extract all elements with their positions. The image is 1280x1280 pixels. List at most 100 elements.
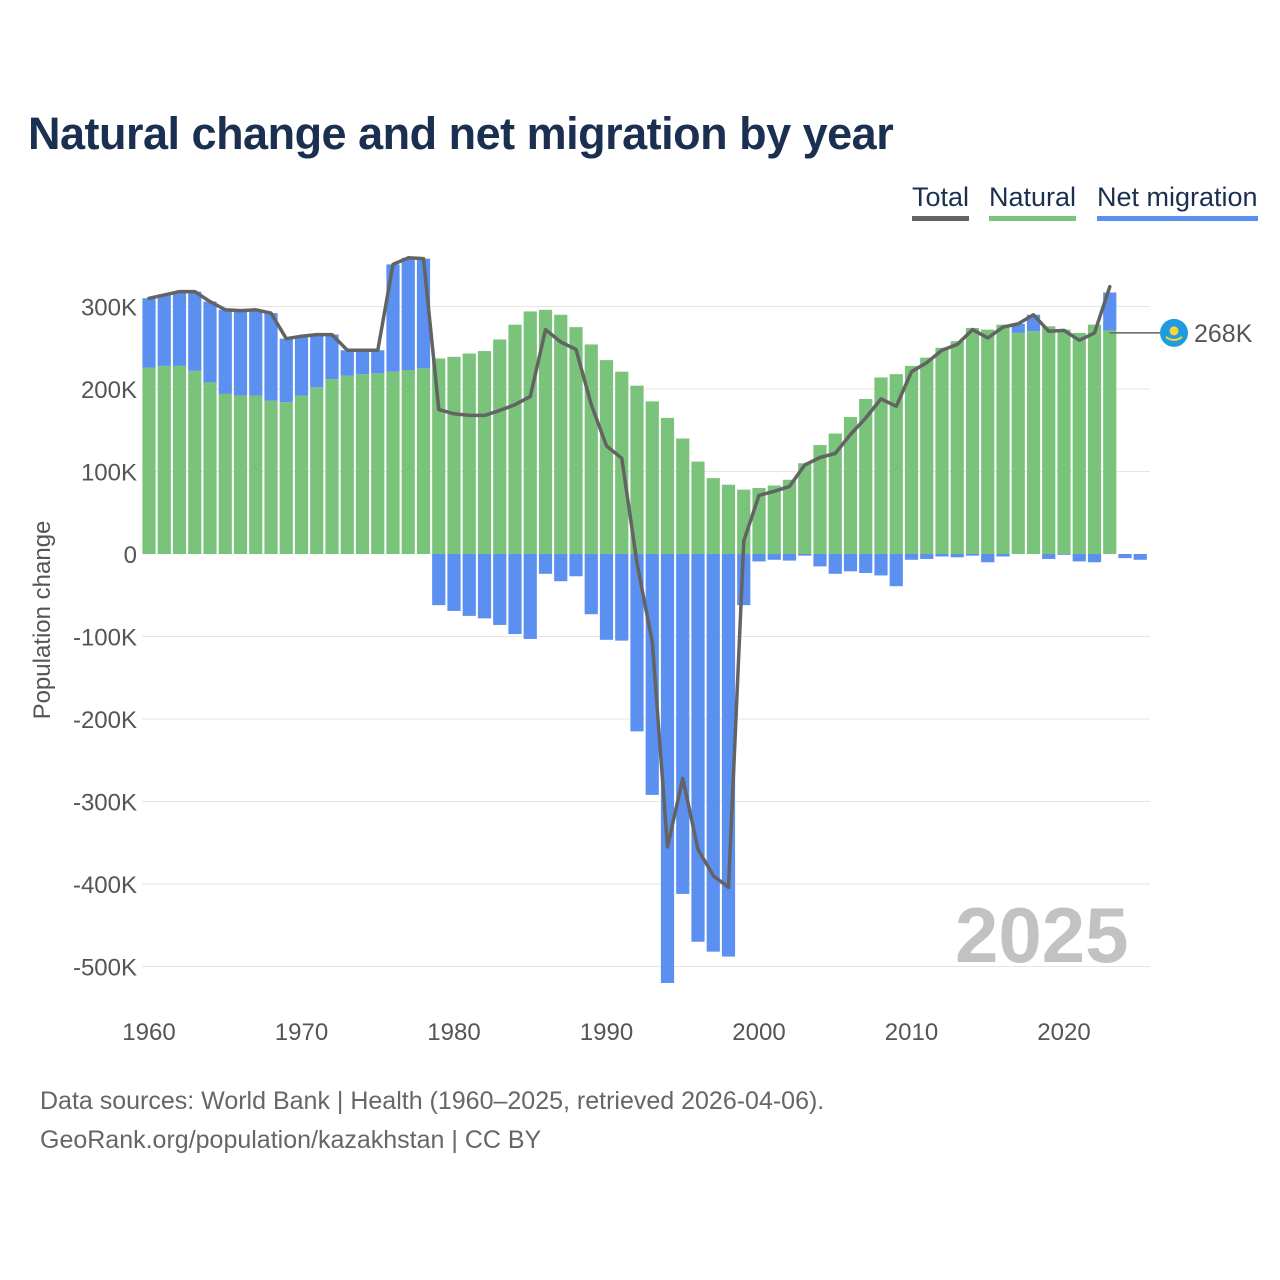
migration-bar [1118, 554, 1132, 559]
migration-bar [828, 554, 842, 574]
natural-bar [920, 357, 934, 554]
natural-bar [996, 324, 1010, 554]
migration-bar [935, 554, 949, 557]
natural-bar [676, 438, 690, 554]
natural-bar [950, 341, 964, 554]
natural-bar [1026, 331, 1041, 554]
y-tick-label: 100K [81, 460, 137, 487]
footer-sources: Data sources: World Bank | Health (1960–… [40, 1087, 825, 1115]
natural-bar [188, 370, 202, 554]
migration-bar [294, 336, 309, 396]
migration-bar [462, 554, 476, 616]
y-tick-label: -500K [73, 955, 137, 982]
x-tick-label: 2000 [732, 1019, 785, 1046]
natural-bar [401, 370, 415, 554]
migration-bar [493, 554, 507, 625]
migration-bar [981, 554, 995, 563]
natural-bar [737, 489, 751, 554]
axes: 300K 200K 100K 0 -100K -200K -300K -400K -500K 19… [29, 295, 1091, 1047]
migration-bar [874, 554, 888, 576]
natural-bar [569, 327, 583, 554]
migration-bar [157, 294, 171, 366]
migration-bar [523, 554, 537, 639]
migration-bar [447, 554, 461, 611]
migration-bar [996, 554, 1010, 557]
migration-bar [554, 554, 568, 582]
natural-bar [371, 373, 385, 554]
migration-bar [630, 554, 644, 732]
migration-bar [706, 554, 720, 952]
natural-bar [782, 479, 797, 554]
natural-bar [1072, 332, 1086, 554]
natural-bar [767, 485, 781, 554]
migration-bar [904, 554, 919, 560]
migration-bar [782, 554, 797, 561]
migration-bar [538, 554, 553, 574]
natural-bar [523, 311, 537, 554]
migration-bar [660, 554, 675, 983]
y-tick-label: -300K [73, 790, 137, 817]
migration-bar [767, 554, 781, 560]
natural-bar [645, 401, 659, 554]
migration-bar [355, 350, 370, 375]
y-tick-label: -400K [73, 872, 137, 899]
x-tick-label: 2010 [885, 1019, 938, 1046]
natural-bar [843, 417, 858, 554]
migration-bar [233, 310, 248, 396]
natural-bar [325, 379, 339, 554]
flag-wings-icon [1165, 336, 1183, 341]
migration-bar [859, 554, 873, 573]
migration-bar [172, 291, 187, 366]
natural-bar [554, 314, 568, 554]
footer-link[interactable]: GeoRank.org/population/kazakhstan | CC B… [40, 1126, 542, 1154]
migration-bar [798, 554, 812, 556]
natural-bar [798, 463, 812, 554]
legend-item-natural[interactable]: Natural [989, 182, 1077, 221]
natural-bar [432, 358, 446, 554]
migration-bar [721, 554, 736, 957]
natural-bar [477, 351, 492, 554]
natural-bar [813, 445, 827, 554]
natural-bar [981, 329, 995, 554]
y-tick-label: 0 [124, 542, 137, 569]
migration-bar [645, 554, 659, 795]
y-axis-title: Population change [29, 521, 56, 720]
migration-bar [371, 350, 385, 374]
migration-bar [249, 309, 263, 396]
natural-bar [249, 395, 263, 554]
natural-bar [310, 387, 324, 554]
natural-bar [721, 484, 736, 554]
natural-bar [660, 417, 675, 554]
migration-bar [508, 554, 522, 635]
natural-bar [904, 365, 919, 554]
migration-bar [599, 554, 614, 640]
natural-bar [508, 324, 522, 554]
migration-bar [1042, 554, 1056, 559]
natural-bar [157, 365, 171, 554]
natural-bar [264, 400, 278, 554]
migration-bar [584, 554, 598, 615]
x-tick-label: 2020 [1037, 1019, 1090, 1046]
end-value-label: 268K [1194, 320, 1253, 348]
natural-bar [889, 374, 903, 554]
year-watermark: 2025 [955, 891, 1129, 979]
x-tick-label: 1990 [580, 1019, 633, 1046]
migration-bar [615, 554, 629, 641]
migration-bar [843, 554, 858, 572]
migration-bar [279, 338, 293, 403]
migration-bar [691, 554, 705, 942]
natural-bar [386, 371, 400, 554]
migration-bar [477, 554, 492, 619]
migration-bar [1072, 554, 1086, 562]
natural-bar [203, 382, 217, 554]
y-tick-label: 200K [81, 377, 137, 404]
migration-bar [203, 301, 217, 383]
natural-bar [294, 395, 309, 554]
legend-item-total[interactable]: Total [912, 182, 970, 221]
migration-bar [752, 554, 766, 562]
migration-bar [142, 298, 156, 368]
natural-bar [538, 309, 553, 554]
legend-item-net-migration[interactable]: Net migration [1097, 182, 1258, 221]
natural-bar [172, 365, 187, 554]
natural-bar [416, 368, 431, 554]
